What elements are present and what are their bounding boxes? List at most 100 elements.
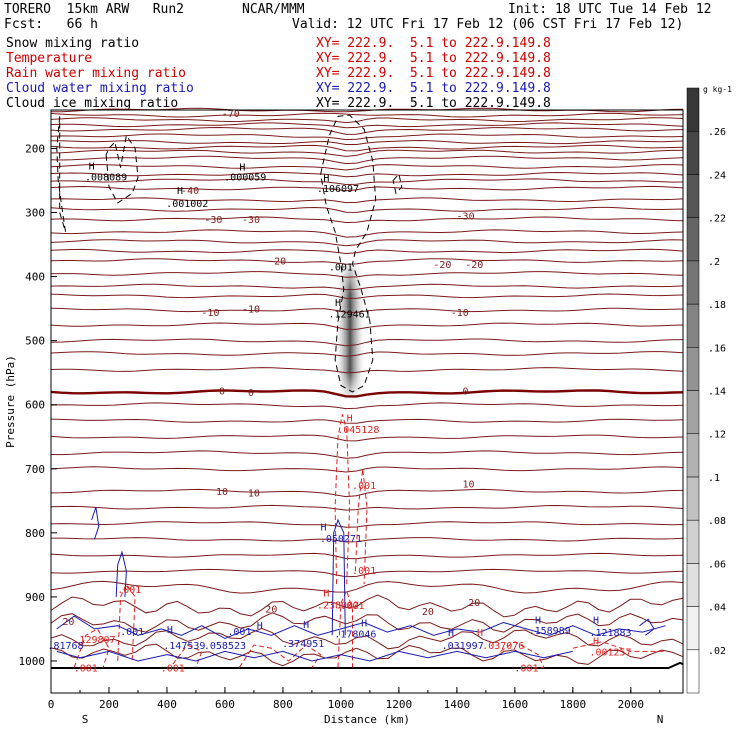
isotherm-label: 20	[265, 604, 277, 615]
colorbar-segment	[686, 390, 700, 434]
legend-temperature: Temperature	[6, 51, 93, 66]
isotherm-contour	[50, 206, 684, 213]
colorbar-tick-label: .26	[708, 127, 726, 138]
isotherm-label: -20	[268, 257, 286, 268]
isotherm-contour	[50, 568, 684, 578]
isotherm-label: 0	[219, 387, 225, 398]
y-axis-label: Pressure (hPa)	[4, 355, 17, 448]
colorbar-segment	[686, 260, 700, 305]
maximum-marker: H	[323, 588, 329, 599]
maximum-value-label: .001	[74, 663, 98, 674]
maximum-value-label: .001	[352, 566, 376, 577]
rain-water-contour	[500, 641, 545, 670]
x-tick-label: 400	[157, 698, 177, 711]
isotherm-label: 20	[468, 598, 480, 609]
colorbar-tick-label: .22	[708, 214, 726, 225]
colorbar-tick-label: .04	[708, 603, 726, 614]
colorbar-unit: g kg-1	[703, 85, 732, 94]
legend-cloud-water: Cloud water mixing ratio	[6, 81, 194, 96]
isotherm-contour	[50, 122, 684, 129]
legend-rain-xy: XY= 222.9. 5.1 to 222.9.149.8	[316, 66, 551, 81]
cloud-water-contour	[331, 518, 346, 636]
isotherm-contour	[50, 155, 684, 165]
y-tick-label: 500	[25, 335, 45, 348]
cloud-water-contour	[56, 650, 573, 662]
colorbar-segment	[686, 563, 700, 607]
isotherm-contour	[50, 248, 684, 255]
isotherm-contour	[50, 117, 684, 124]
isotherm-minus30	[50, 216, 684, 224]
isotherm-contour	[50, 293, 684, 299]
rain-water-contour	[172, 644, 203, 668]
isotherm-label: -30	[204, 215, 222, 226]
maximum-marker: H	[89, 162, 95, 173]
isotherm-label: 10	[248, 488, 260, 499]
x-tick-label: 1000	[328, 698, 355, 711]
maximum-value-label: .129807	[73, 635, 115, 646]
legend-snow: Snow mixing ratio	[6, 36, 140, 51]
isotherm-contour	[50, 450, 684, 459]
isotherm-contour	[50, 627, 684, 650]
isotherm-contour	[50, 466, 684, 473]
maximum-value-label: .001	[352, 481, 376, 492]
legend-cloud-water-xy: XY= 222.9. 5.1 to 222.9.149.8	[316, 81, 551, 96]
org-label: NCAR/MMM	[242, 2, 305, 17]
colorbar-tick-label: .08	[708, 516, 726, 527]
x-tick-label: 1600	[502, 698, 529, 711]
isotherm-contour	[50, 271, 684, 278]
isotherm-contour	[50, 133, 684, 141]
maximum-value-label: .001	[117, 585, 141, 596]
maximum-value-label: .001	[329, 262, 353, 273]
colorbar-tick-label: .16	[708, 343, 726, 354]
isotherm-contour	[50, 163, 684, 171]
colorbar-tick-label: .12	[708, 430, 726, 441]
maximum-value-label: .001	[161, 663, 185, 674]
isotherm-minus20	[50, 258, 684, 265]
x-tick-label: 1200	[386, 698, 413, 711]
init-time: Init: 18 UTC Tue 14 Feb 12	[508, 2, 712, 17]
maximum-value-label: .106097	[317, 184, 359, 195]
isotherm-0	[50, 389, 684, 398]
y-tick-label: 200	[25, 142, 45, 155]
maximum-value-label: .374951	[282, 639, 324, 650]
maximum-value-label: .001	[227, 627, 251, 638]
isotherm-contour	[50, 322, 684, 330]
cloud-ice-contour	[320, 114, 377, 393]
maximum-value-label: .050271	[320, 534, 362, 545]
plot-frame	[50, 109, 684, 694]
cloud-water-contour	[115, 550, 127, 597]
legend-snow-xy: XY= 222.9. 5.1 to 222.9.149.8	[316, 36, 551, 51]
colorbar-segment	[686, 649, 700, 694]
maximum-value-label: .001	[120, 627, 144, 638]
isotherm-label: -40	[181, 186, 199, 197]
model-title: TORERO 15km ARW Run2	[4, 2, 185, 17]
x-axis-label: Distance (km)	[324, 713, 410, 726]
isotherm-contour	[50, 239, 684, 247]
maximum-value-label: .001	[514, 663, 538, 674]
maximum-value-label: .045128	[337, 425, 379, 436]
isotherm-contour	[50, 580, 684, 594]
isotherm-label: -10	[201, 308, 219, 319]
maximum-marker: H	[167, 625, 173, 636]
isotherm-minus40	[50, 185, 684, 192]
colorbar-tick-label: .06	[708, 559, 726, 570]
maximum-value-label: .238002	[317, 601, 359, 612]
maximum-value-label: .81768	[47, 641, 83, 652]
cloud-water-contour	[56, 615, 666, 640]
maximum-value-label: .129461	[329, 310, 371, 321]
ground-surface	[51, 661, 684, 670]
maximum-marker: H	[303, 620, 309, 631]
maximum-marker: H	[477, 628, 483, 639]
isotherm-contour	[50, 434, 684, 442]
valid-time: Valid: 12 UTC Fri 17 Feb 12 (06 CST Fri …	[292, 17, 684, 32]
isotherm-label: -20	[433, 260, 451, 271]
colorbar-segment	[686, 476, 700, 521]
maximum-marker: H	[361, 619, 367, 630]
colorbar-segment	[686, 130, 700, 175]
maximum-value-label: .001	[340, 601, 364, 612]
isotherm-contour	[50, 643, 684, 667]
y-tick-label: 700	[25, 463, 45, 476]
colorbar-tick-label: .24	[708, 170, 726, 181]
x-tick-label: 1800	[560, 698, 587, 711]
